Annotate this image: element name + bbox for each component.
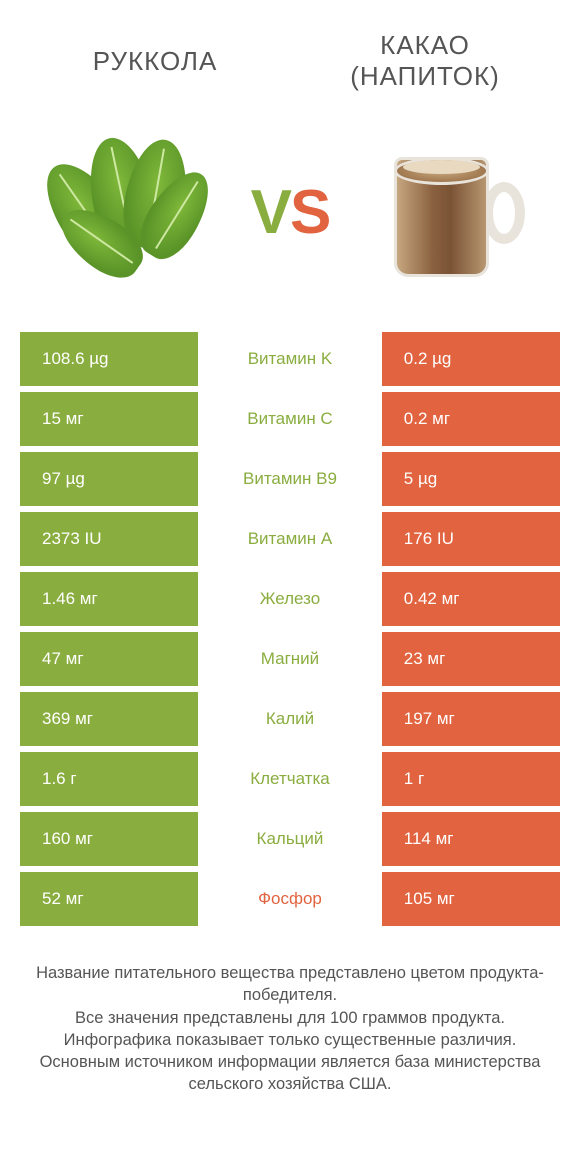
table-row: 52 мгФосфор105 мг xyxy=(20,872,560,926)
table-row: 1.46 мгЖелезо0.42 мг xyxy=(20,572,560,626)
nutrient-label: Витамин C xyxy=(198,392,382,446)
right-value: 23 мг xyxy=(382,632,560,686)
nutrient-label: Магний xyxy=(198,632,382,686)
footer-line: Инфографика показывает только существенн… xyxy=(30,1029,550,1051)
footer-note: Название питательного вещества представл… xyxy=(0,932,580,1096)
table-row: 1.6 гКлетчатка1 г xyxy=(20,752,560,806)
left-value: 1.6 г xyxy=(20,752,198,806)
right-value: 176 IU xyxy=(382,512,560,566)
right-value: 0.42 мг xyxy=(382,572,560,626)
left-value: 2373 IU xyxy=(20,512,198,566)
table-row: 108.6 µgВитамин K0.2 µg xyxy=(20,332,560,386)
right-value: 114 мг xyxy=(382,812,560,866)
nutrient-label: Клетчатка xyxy=(198,752,382,806)
nutrient-label: Кальций xyxy=(198,812,382,866)
right-value: 5 µg xyxy=(382,452,560,506)
footer-line: Все значения представлены для 100 граммо… xyxy=(30,1007,550,1029)
right-value: 105 мг xyxy=(382,872,560,926)
left-title: РУККОЛА xyxy=(34,46,277,77)
nutrient-label: Витамин K xyxy=(198,332,382,386)
right-value: 1 г xyxy=(382,752,560,806)
footer-line: Название питательного вещества представл… xyxy=(30,962,550,1007)
left-value: 47 мг xyxy=(20,632,198,686)
right-value: 0.2 µg xyxy=(382,332,560,386)
right-value: 0.2 мг xyxy=(382,392,560,446)
table-row: 160 мгКальций114 мг xyxy=(20,812,560,866)
nutrient-label: Калий xyxy=(198,692,382,746)
footer-line: Основным источником информации является … xyxy=(30,1051,550,1096)
table-row: 369 мгКалий197 мг xyxy=(20,692,560,746)
table-row: 2373 IUВитамин A176 IU xyxy=(20,512,560,566)
arugula-image xyxy=(28,112,233,312)
vs-v: V xyxy=(251,178,290,247)
left-value: 369 мг xyxy=(20,692,198,746)
nutrient-label: Витамин B9 xyxy=(198,452,382,506)
left-value: 108.6 µg xyxy=(20,332,198,386)
nutrient-label: Витамин A xyxy=(198,512,382,566)
left-value: 160 мг xyxy=(20,812,198,866)
header: РУККОЛА КАКАО (НАПИТОК) xyxy=(0,0,580,102)
vs-s: S xyxy=(290,178,329,247)
nutrient-label: Железо xyxy=(198,572,382,626)
left-value: 1.46 мг xyxy=(20,572,198,626)
vs-label: VS xyxy=(251,177,330,248)
cocoa-image xyxy=(346,112,551,312)
right-title: КАКАО (НАПИТОК) xyxy=(304,30,547,92)
table-row: 47 мгМагний23 мг xyxy=(20,632,560,686)
right-value: 197 мг xyxy=(382,692,560,746)
images-row: VS xyxy=(0,102,580,332)
comparison-table: 108.6 µgВитамин K0.2 µg 15 мгВитамин C0.2… xyxy=(0,332,580,926)
left-value: 15 мг xyxy=(20,392,198,446)
table-row: 97 µgВитамин B95 µg xyxy=(20,452,560,506)
left-value: 97 µg xyxy=(20,452,198,506)
left-value: 52 мг xyxy=(20,872,198,926)
nutrient-label: Фосфор xyxy=(198,872,382,926)
table-row: 15 мгВитамин C0.2 мг xyxy=(20,392,560,446)
